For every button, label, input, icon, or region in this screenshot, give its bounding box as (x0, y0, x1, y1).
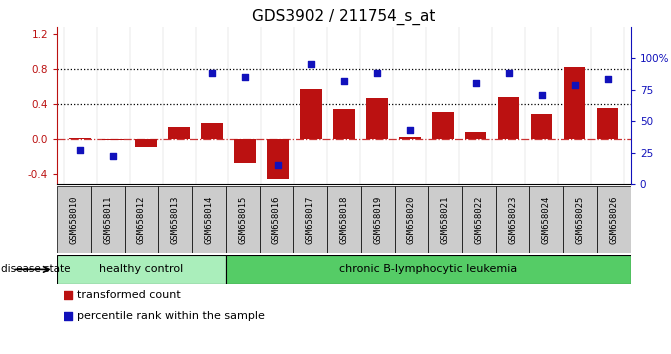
Point (240, 74, 250, 80)
Bar (529, 186, 563, 253)
Bar (201, 123, 223, 138)
Text: GSM658025: GSM658025 (576, 195, 584, 244)
Bar (125, 186, 158, 253)
Bar (225, 255, 631, 284)
Text: healthy control: healthy control (99, 264, 184, 274)
Text: GSM658024: GSM658024 (542, 195, 551, 244)
Bar (563, 186, 597, 253)
Bar (428, 186, 462, 253)
Bar (399, 137, 421, 138)
Bar (498, 97, 519, 138)
Bar (361, 186, 395, 253)
Bar (57, 186, 91, 253)
Bar (462, 186, 496, 253)
Point (372, 70, 382, 76)
Text: GSM658026: GSM658026 (609, 195, 619, 244)
Point (569, 82, 580, 87)
Text: GSM658021: GSM658021 (441, 195, 450, 244)
Bar (432, 112, 454, 138)
Title: GDS3902 / 211754_s_at: GDS3902 / 211754_s_at (252, 9, 435, 25)
Bar (267, 138, 289, 179)
Bar (192, 186, 225, 253)
Bar (168, 127, 190, 138)
Bar (496, 186, 529, 253)
Point (405, 127, 415, 133)
Text: GSM658014: GSM658014 (205, 195, 213, 244)
Text: GSM658010: GSM658010 (69, 195, 79, 244)
Bar (395, 186, 428, 253)
Bar (57, 255, 225, 284)
Text: GSM658015: GSM658015 (238, 195, 247, 244)
Text: percentile rank within the sample: percentile rank within the sample (77, 311, 265, 321)
Text: GSM658016: GSM658016 (272, 195, 281, 244)
Text: GSM658013: GSM658013 (170, 195, 180, 244)
Point (263, 224, 274, 230)
Bar (531, 114, 552, 138)
Bar (91, 186, 125, 253)
Text: disease state: disease state (1, 264, 71, 274)
Point (108, 154, 119, 159)
Bar (234, 138, 256, 163)
Text: chronic B-lymphocytic leukemia: chronic B-lymphocytic leukemia (339, 264, 517, 274)
Point (305, 62, 316, 67)
Bar (260, 186, 293, 253)
Bar (597, 108, 619, 138)
Point (207, 70, 217, 76)
Bar (333, 109, 354, 138)
Bar (564, 67, 585, 138)
Bar (366, 98, 388, 138)
Text: GSM658012: GSM658012 (137, 195, 146, 244)
Point (272, 162, 283, 168)
Point (74, 147, 85, 153)
Bar (225, 186, 260, 253)
Text: GSM658022: GSM658022 (474, 195, 483, 244)
Bar (327, 186, 361, 253)
Bar (136, 138, 157, 147)
Text: GSM658011: GSM658011 (103, 195, 112, 244)
Bar (597, 186, 631, 253)
Point (603, 77, 613, 82)
Bar (300, 89, 321, 138)
Point (503, 70, 514, 76)
Bar (158, 186, 192, 253)
Text: GSM658018: GSM658018 (340, 195, 348, 244)
Point (536, 92, 547, 97)
Text: GSM658019: GSM658019 (373, 195, 382, 244)
Point (339, 78, 350, 84)
Point (263, 37, 274, 42)
Bar (103, 138, 124, 140)
Text: transformed count: transformed count (77, 290, 181, 301)
Text: GSM658020: GSM658020 (407, 195, 416, 244)
Point (470, 80, 481, 86)
Bar (465, 132, 486, 138)
Bar (293, 186, 327, 253)
Text: GSM658017: GSM658017 (305, 195, 315, 244)
Text: GSM658023: GSM658023 (508, 195, 517, 244)
